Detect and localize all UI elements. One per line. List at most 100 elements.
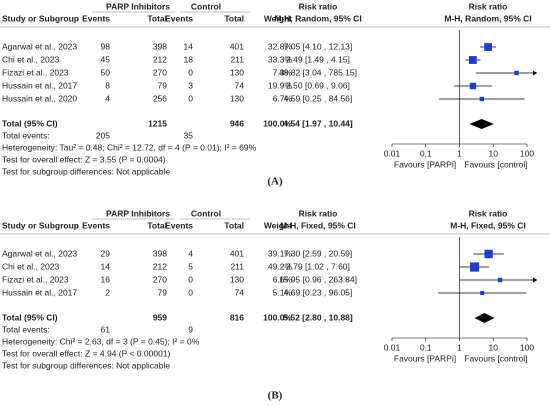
total: 130 (230, 274, 244, 284)
total: 130 (230, 93, 244, 103)
ci-label: 4.54 [1.97 , 10.44] (283, 118, 353, 128)
column-header: Study or Subgroup (2, 13, 79, 23)
study-name: Fizazi et al., 2023 (2, 274, 69, 284)
total: 401 (230, 248, 244, 258)
column-header: Weight (264, 220, 292, 230)
total: 74 (235, 287, 245, 297)
events: 18 (184, 54, 194, 64)
events: 205 (96, 130, 110, 140)
x-tick-label: 0.01 (384, 148, 401, 158)
column-header: Events (165, 13, 193, 23)
weight: 32.8% (268, 41, 293, 51)
study-name: Fizazi et al., 2023 (2, 67, 69, 77)
events: 61 (101, 324, 111, 334)
footnote: Test for subgroup differences: Not appli… (2, 166, 170, 176)
footnote: Test for overall effect: Z = 3.55 (P = 0… (2, 154, 166, 164)
total: 256 (153, 93, 167, 103)
total: 130 (230, 67, 244, 77)
group-header: Control (191, 1, 221, 11)
total: 212 (153, 54, 167, 64)
point-estimate (514, 70, 519, 76)
total: 270 (153, 274, 167, 284)
point-estimate (484, 249, 493, 259)
total: 401 (230, 41, 244, 51)
rr-header: Risk ratio (299, 208, 338, 218)
summary-diamond (469, 119, 494, 129)
footnote: Heterogeneity: Chi² = 2.63, df = 3 (P = … (2, 336, 200, 346)
x-tick-label: 1 (457, 148, 462, 158)
ci-label: 4.69 [0.23 , 96.05] (284, 287, 353, 297)
summary-diamond (474, 313, 495, 323)
x-tick-label: 10 (489, 342, 499, 352)
x-tick-label: 0.01 (384, 342, 401, 352)
column-header: Study or Subgroup (2, 220, 79, 230)
footnote: Heterogeneity: Tau² = 0.48; Chi² = 12.72… (2, 142, 257, 152)
x-tick-label: 0.1 (420, 342, 432, 352)
total: 79 (158, 80, 168, 90)
ci-label: 2.79 [1.02 , 7.60] (286, 261, 350, 271)
column-header: Events (82, 220, 110, 230)
ci-arrow (533, 277, 537, 283)
events: 3 (188, 80, 193, 90)
footnote: Test for overall effect: Z = 4.94 (P < 0… (2, 348, 171, 358)
plot-header: Risk ratio (469, 208, 508, 218)
total: 959 (153, 312, 167, 322)
ci-label: 48.82 [3.04 , 785.15] (279, 67, 357, 77)
weight: 100.0% (263, 118, 292, 128)
point-estimate (469, 262, 480, 272)
favours-label: Favours [control] (464, 353, 527, 363)
total: 211 (230, 261, 244, 271)
weight: 39.1% (268, 248, 293, 258)
plot-header: Risk ratio (469, 1, 508, 11)
study-name: Hussain et al., 2017 (2, 80, 77, 90)
group-header: Control (191, 208, 221, 218)
weight: 6.6% (273, 274, 293, 284)
events: 0 (188, 274, 193, 284)
column-header: Events (82, 13, 110, 23)
events: 0 (188, 287, 193, 297)
events: 4 (105, 93, 110, 103)
total: 79 (158, 287, 168, 297)
weight: 6.7% (273, 93, 293, 103)
total: 816 (230, 312, 244, 322)
panel-label: (B) (268, 390, 283, 402)
favours-label: Favours [control] (464, 159, 527, 169)
weight: 5.1% (273, 287, 293, 297)
total: 946 (230, 118, 244, 128)
total-name: Total (95% CI) (2, 118, 58, 128)
study-name: Chi et al., 2023 (2, 261, 59, 271)
point-estimate (468, 56, 477, 64)
favours-label: Favours [PARPi] (394, 159, 456, 169)
events: 16 (101, 274, 111, 284)
total: 74 (235, 80, 245, 90)
total: 270 (153, 67, 167, 77)
group-header: PARP Inhibitors (106, 1, 170, 11)
study-name: Agarwal et al., 2023 (2, 41, 77, 51)
x-tick-label: 10 (489, 148, 499, 158)
weight: 100.0% (263, 312, 292, 322)
events: 14 (101, 261, 111, 271)
study-name: Agarwal et al., 2023 (2, 248, 77, 258)
ci-label: 7.05 [4.10 , 12.13] (284, 41, 353, 51)
total: 211 (230, 54, 244, 64)
rr-header: Risk ratio (299, 1, 338, 11)
footnote: Test for subgroup differences: Not appli… (2, 360, 170, 370)
column-header: Total (147, 220, 167, 230)
total-events-name: Total events: (2, 324, 50, 334)
column-header: M-H, Random, 95% CI (444, 13, 531, 23)
total: 398 (153, 41, 167, 51)
group-header: PARP Inhibitors (106, 208, 170, 218)
ci-label: 2.50 [0.69 , 9.06] (286, 80, 350, 90)
panel-label: (A) (267, 176, 283, 188)
ci-label: 5.52 [2.80 , 10.88] (283, 312, 353, 322)
events: 4 (188, 248, 193, 258)
column-header: Total (147, 13, 167, 23)
column-header: M-H, Fixed, 95% CI (280, 220, 356, 230)
study-name: Hussain et al., 2017 (2, 287, 77, 297)
total: 398 (153, 248, 167, 258)
x-tick-label: 100 (520, 342, 534, 352)
total-events-name: Total events: (2, 130, 50, 140)
column-header: M-H, Random, 95% CI (274, 13, 361, 23)
column-header: M-H, Fixed, 95% CI (450, 220, 526, 230)
